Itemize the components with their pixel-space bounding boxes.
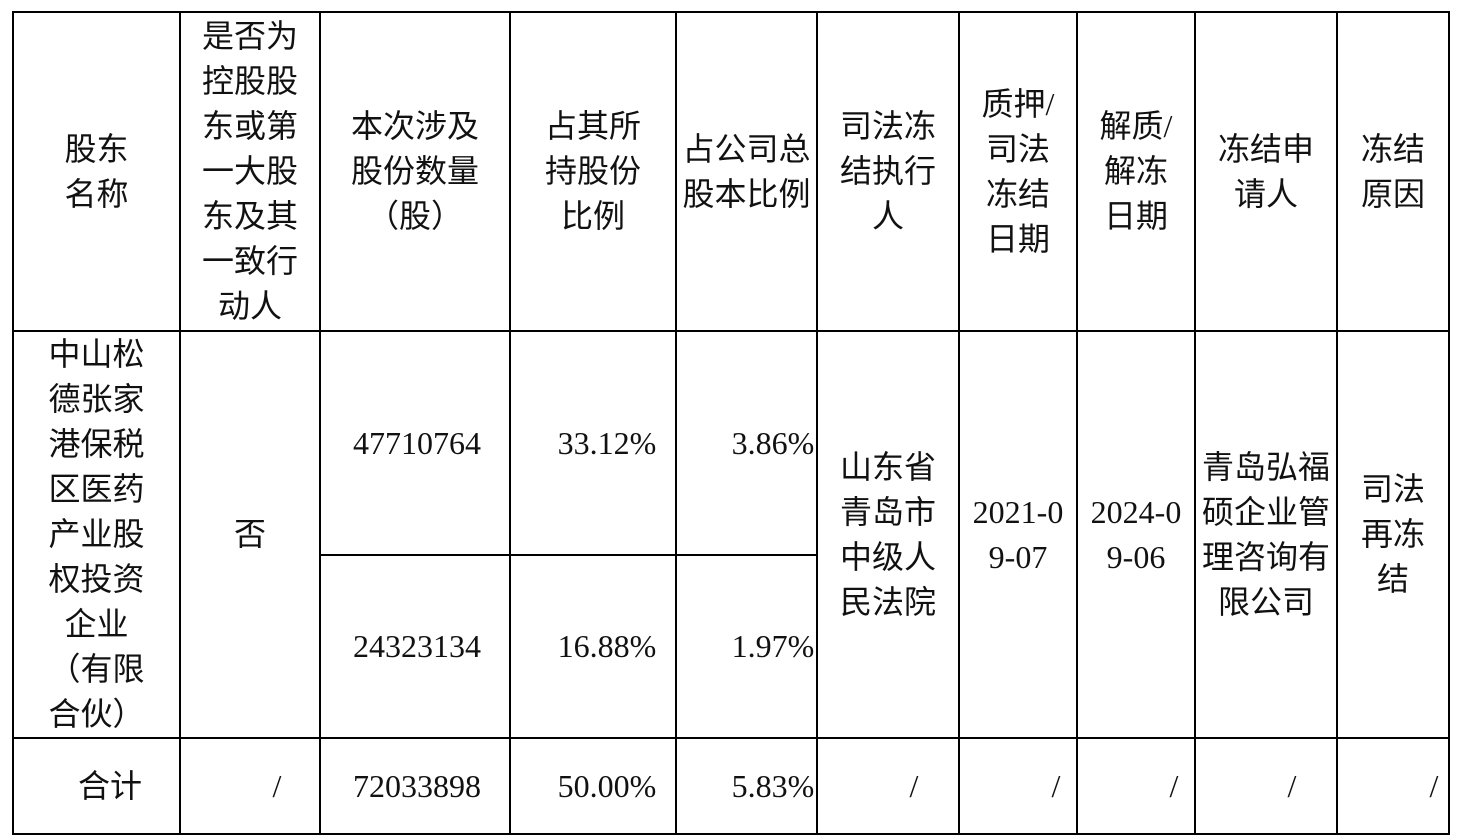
cell-text: 是否为控股股东或第一大股东及其一致行动人 xyxy=(201,18,298,324)
cell-text: 冻结申请人 xyxy=(1217,130,1314,212)
table-cell: 2024-09-06 xyxy=(1076,330,1196,739)
table-cell: 33.12% xyxy=(509,329,677,557)
table-cell: 1.97% xyxy=(675,554,818,739)
cell-text: 合计 xyxy=(77,767,142,804)
table-cell: / xyxy=(1194,737,1338,835)
data-row: 中山松德张家港保税区医药产业股权投资企业（有限合伙） 否 47710764 33.12… xyxy=(12,329,1450,739)
table-cell: 47710764 xyxy=(319,329,511,557)
table-cell: 否 xyxy=(179,330,321,739)
cell-text: / xyxy=(1429,767,1439,804)
cell-text: 47710764 xyxy=(353,424,481,461)
table-cell: 50.00% xyxy=(509,737,677,835)
table-cell: 16.88% xyxy=(509,554,677,739)
cell-text: 50.00% xyxy=(557,767,657,804)
total-row: 合计 / 72033898 50.00% 5.83% / / / / / xyxy=(12,737,1450,835)
table-cell: / xyxy=(816,737,960,835)
table-cell: 本次涉及股份数量（股） xyxy=(319,11,511,332)
table-cell: 合计 xyxy=(12,737,181,835)
data-row: 24323134 16.88% 1.97% xyxy=(13,554,1449,739)
cell-text: 72033898 xyxy=(353,767,481,804)
cell-text: 1.97% xyxy=(731,628,815,665)
table-cell: 解质/解冻日期 xyxy=(1076,11,1196,332)
table-cell: 山东省青岛市中级人民法院 xyxy=(816,330,960,739)
table-cell: 3.86% xyxy=(675,329,818,557)
cell-text: 股东名称 xyxy=(64,130,129,212)
cell-text: 占公司总股本比例 xyxy=(682,130,811,212)
cell-text: 解质/解冻日期 xyxy=(1099,108,1173,234)
cell-text: 司法再冻结 xyxy=(1360,471,1425,597)
table-cell: 司法冻结执行人 xyxy=(816,11,960,332)
table-cell: 5.83% xyxy=(675,737,818,835)
cell-text: / xyxy=(1287,767,1297,804)
cell-text: 16.88% xyxy=(557,628,657,665)
cell-text: 青岛弘福硕企业管理咨询有限公司 xyxy=(1201,448,1330,620)
header-row: 股东名称 是否为控股股东或第一大股东及其一致行动人 本次涉及股份数量（股） 占其所持股… xyxy=(12,11,1450,332)
cell-text: / xyxy=(1051,767,1061,804)
table-cell: 冻结原因 xyxy=(1336,11,1450,332)
table-cell: 24323134 xyxy=(319,554,511,739)
cell-text: 冻结原因 xyxy=(1360,130,1425,212)
cell-text: 3.86% xyxy=(731,424,815,461)
data-table: 股东名称 是否为控股股东或第一大股东及其一致行动人 本次涉及股份数量（股） 占其所持股… xyxy=(12,11,1450,835)
cell-text: 2024-09-06 xyxy=(1090,493,1182,575)
table-cell: 冻结申请人 xyxy=(1194,11,1338,332)
table-cell: 中山松德张家港保税区医药产业股权投资企业（有限合伙） xyxy=(12,330,181,739)
table-cell: / xyxy=(958,737,1078,835)
cell-text: 5.83% xyxy=(731,767,815,804)
table-cell: 青岛弘福硕企业管理咨询有限公司 xyxy=(1194,330,1338,739)
cell-text: 中山松德张家港保税区医药产业股权投资企业（有限合伙） xyxy=(48,336,145,732)
cell-text: 33.12% xyxy=(557,424,657,461)
cell-text: 否 xyxy=(233,516,266,552)
cell-text: 质押/司法冻结日期 xyxy=(981,85,1055,257)
table-cell: / xyxy=(1336,737,1450,835)
cell-text: 山东省青岛市中级人民法院 xyxy=(839,448,936,620)
cell-text: 司法冻结执行人 xyxy=(839,108,936,234)
cell-text: 占其所持股份比例 xyxy=(544,108,641,234)
table-cell: 是否为控股股东或第一大股东及其一致行动人 xyxy=(179,11,321,332)
table-cell: 股东名称 xyxy=(12,11,181,332)
table-cell: 质押/司法冻结日期 xyxy=(958,11,1078,332)
cell-text: 本次涉及股份数量（股） xyxy=(350,108,479,234)
cell-text: 24323134 xyxy=(353,628,481,665)
table-cell: / xyxy=(179,737,321,835)
table-cell: 72033898 xyxy=(319,737,511,835)
table-cell: 司法再冻结 xyxy=(1336,330,1450,739)
table-cell: / xyxy=(1076,737,1196,835)
cell-text: / xyxy=(909,767,919,804)
cell-text: 2021-09-07 xyxy=(972,493,1064,575)
table-cell: 占公司总股本比例 xyxy=(675,11,818,332)
table-cell: 2021-09-07 xyxy=(958,330,1078,739)
table-cell: 占其所持股份比例 xyxy=(509,11,677,332)
cell-text: / xyxy=(272,767,282,804)
cell-text: / xyxy=(1169,767,1179,804)
